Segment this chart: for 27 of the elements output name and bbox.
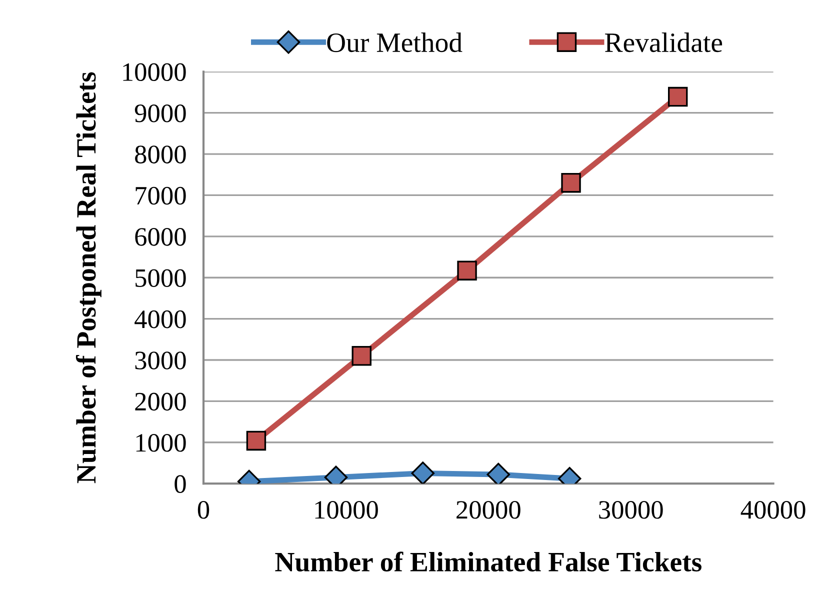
x-tick-label: 40000 bbox=[740, 501, 806, 519]
y-tick-label: 9000 bbox=[134, 104, 186, 122]
x-tick-label: 30000 bbox=[599, 501, 663, 519]
legend-label: Our Method bbox=[327, 32, 462, 52]
legend-label: Revalidate bbox=[605, 32, 722, 52]
y-tick-label: 5000 bbox=[136, 269, 186, 288]
point bbox=[668, 86, 688, 107]
point bbox=[457, 260, 477, 280]
y-axis-title: Number of Postponed Real Tickets bbox=[76, 72, 102, 484]
point bbox=[352, 346, 372, 366]
y-tick-label: 6000 bbox=[135, 228, 186, 246]
point bbox=[561, 173, 581, 193]
y-tick-label: 10000 bbox=[123, 63, 186, 82]
y-tick-label: 3000 bbox=[135, 352, 186, 370]
y-tick-label: 0 bbox=[174, 475, 186, 493]
x-tick-label: 20000 bbox=[456, 501, 520, 519]
y-tick-label: 1000 bbox=[136, 434, 186, 452]
y-tick-label: 2000 bbox=[135, 392, 186, 411]
x-tick-label: 10000 bbox=[315, 501, 378, 519]
y-tick-label: 4000 bbox=[134, 310, 186, 328]
point bbox=[246, 430, 266, 451]
y-tick-label: 7000 bbox=[136, 186, 186, 205]
x-axis-title: Number of Eliminated False Tickets bbox=[275, 552, 702, 572]
y-tick-label: 8000 bbox=[135, 146, 186, 164]
x-tick-label: 0 bbox=[198, 501, 210, 519]
point bbox=[411, 462, 435, 484]
point bbox=[486, 462, 510, 484]
